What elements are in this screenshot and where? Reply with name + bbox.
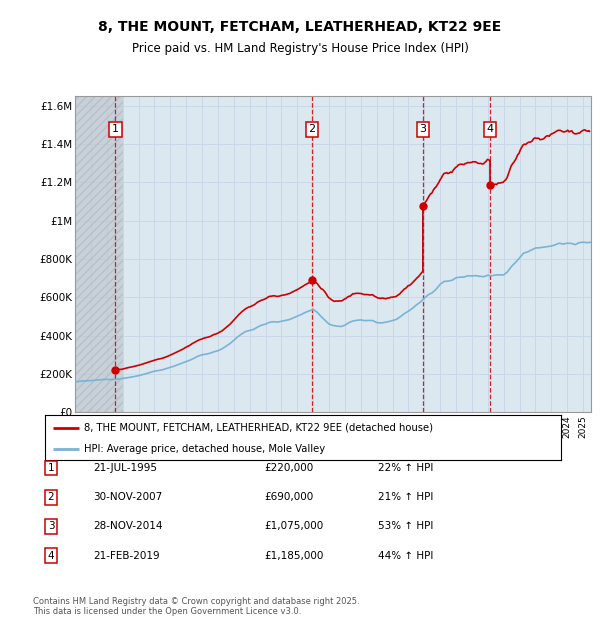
Text: 8, THE MOUNT, FETCHAM, LEATHERHEAD, KT22 9EE: 8, THE MOUNT, FETCHAM, LEATHERHEAD, KT22… <box>98 20 502 34</box>
Text: 30-NOV-2007: 30-NOV-2007 <box>93 492 162 502</box>
Text: 1: 1 <box>47 463 55 473</box>
Text: 3: 3 <box>419 124 427 135</box>
Text: 22% ↑ HPI: 22% ↑ HPI <box>378 463 433 473</box>
Text: 28-NOV-2014: 28-NOV-2014 <box>93 521 163 531</box>
Text: 53% ↑ HPI: 53% ↑ HPI <box>378 521 433 531</box>
Text: £690,000: £690,000 <box>264 492 313 502</box>
Text: 8, THE MOUNT, FETCHAM, LEATHERHEAD, KT22 9EE (detached house): 8, THE MOUNT, FETCHAM, LEATHERHEAD, KT22… <box>83 423 433 433</box>
Text: £220,000: £220,000 <box>264 463 313 473</box>
Text: 44% ↑ HPI: 44% ↑ HPI <box>378 551 433 560</box>
Text: 4: 4 <box>487 124 494 135</box>
Text: This data is licensed under the Open Government Licence v3.0.: This data is licensed under the Open Gov… <box>33 607 301 616</box>
Text: 4: 4 <box>47 551 55 560</box>
Text: £1,075,000: £1,075,000 <box>264 521 323 531</box>
Text: 2: 2 <box>47 492 55 502</box>
Text: 21-JUL-1995: 21-JUL-1995 <box>93 463 157 473</box>
Text: 21-FEB-2019: 21-FEB-2019 <box>93 551 160 560</box>
Text: Contains HM Land Registry data © Crown copyright and database right 2025.: Contains HM Land Registry data © Crown c… <box>33 597 359 606</box>
Text: £1,185,000: £1,185,000 <box>264 551 323 560</box>
Text: 3: 3 <box>47 521 55 531</box>
Text: 21% ↑ HPI: 21% ↑ HPI <box>378 492 433 502</box>
Bar <box>75 96 122 412</box>
Text: 1: 1 <box>112 124 119 135</box>
Text: 2: 2 <box>308 124 316 135</box>
Text: Price paid vs. HM Land Registry's House Price Index (HPI): Price paid vs. HM Land Registry's House … <box>131 42 469 55</box>
Text: HPI: Average price, detached house, Mole Valley: HPI: Average price, detached house, Mole… <box>83 444 325 454</box>
